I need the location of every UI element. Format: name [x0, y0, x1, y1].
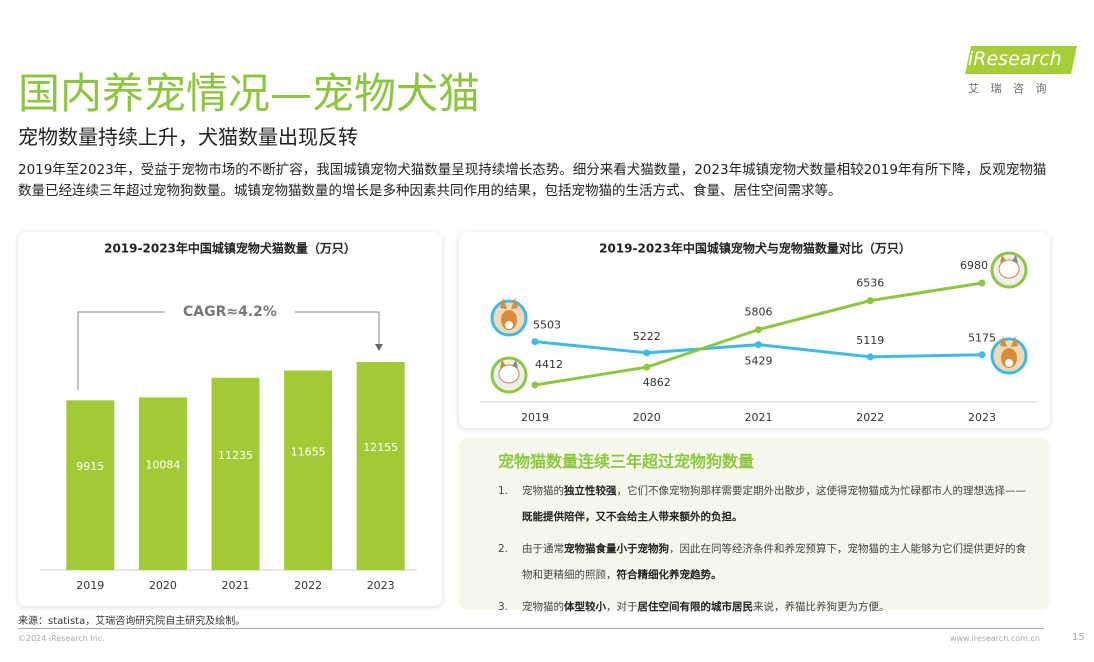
pet-icon-cat: [990, 251, 1028, 289]
value-label: 5119: [856, 334, 884, 347]
item-text: 宠物猫的体型较小，对于居住空间有限的城市居民来说，养猫比养狗更为方便。: [522, 594, 890, 620]
pet-icon-dog: [990, 336, 1028, 375]
item-marker: 1.: [498, 485, 509, 497]
point: [643, 349, 651, 357]
cagr-line: [77, 311, 165, 390]
item-bold: 体型较小: [564, 601, 606, 613]
point: [978, 279, 986, 287]
value-label: 6980: [960, 259, 988, 272]
divider: [18, 628, 1044, 629]
value-label: 10084: [145, 459, 180, 472]
subtitle: 宠物数量持续上升，犬猫数量出现反转: [18, 125, 358, 149]
point: [531, 338, 539, 346]
box-bg: [459, 438, 1050, 610]
box-list: 1. 宠物猫的独立性较强，它们不像宠物狗那样需要定期外出散步，这使得宠物猫成为忙碌…: [498, 478, 1028, 620]
item-part: 宠物猫的: [522, 601, 564, 613]
title: 国内养宠情况—宠物犬猫: [18, 69, 481, 118]
line: [534, 281, 983, 387]
item-marker: 3.: [498, 601, 509, 613]
box-item: 2. 由于通常宠物猫食量小于宠物狗，因此在同等经济条件和养宠预算下，宠物猫的主人能…: [498, 536, 1028, 588]
value-label: 4862: [643, 376, 671, 389]
item-part: ，对于: [606, 601, 638, 613]
bar: [211, 377, 260, 570]
cagr-label: CAGR≈4.2%: [183, 304, 277, 320]
value-label: 4412: [535, 358, 563, 371]
line-chart-title: 2019-2023年中国城镇宠物犬与宠物猫数量对比（万只）: [599, 241, 911, 256]
bar-chart-title: 2019-2023年中国城镇宠物犬猫数量（万只）: [104, 241, 356, 256]
point: [866, 353, 874, 361]
pet-icon-cat: [490, 356, 528, 394]
point: [531, 381, 539, 389]
url: www.iresearch.com.cn: [950, 634, 1040, 643]
box-item: 1. 宠物猫的独立性较强，它们不像宠物狗那样需要定期外出散步，这使得宠物猫成为忙碌…: [498, 478, 1028, 530]
x-tick-label: 2019: [521, 411, 549, 424]
item-marker: 2.: [498, 543, 509, 555]
x-tick-label: 2021: [745, 411, 773, 424]
item-bold: 居住空间有限的城市居民: [637, 601, 754, 613]
bar: [284, 370, 333, 570]
cagr-line: [295, 311, 380, 344]
box-item: 3. 宠物猫的体型较小，对于居住空间有限的城市居民来说，养猫比养狗更为方便。: [498, 594, 1028, 620]
x-tick-label: 2020: [633, 411, 661, 424]
x-tick-label: 2022: [294, 579, 322, 592]
logo: iResearch: [968, 48, 1062, 70]
point: [755, 341, 762, 349]
bar: [66, 400, 115, 570]
logo-cn: 艾 瑞 咨 询: [968, 82, 1051, 95]
value-label: 5429: [745, 355, 773, 368]
cagr-arrow: [375, 344, 383, 351]
item-part: 来说，养猫比养狗更为方便。: [753, 601, 890, 613]
value-label: 11235: [218, 449, 253, 462]
intro: 2019年至2023年，受益于宠物市场的不断扩容，我国城镇宠物犬猫数量呈现持续增…: [18, 162, 1047, 199]
pet-icon-dog: [490, 298, 528, 337]
point: [643, 363, 651, 371]
value-label: 11655: [291, 445, 326, 458]
x-tick-label: 2023: [367, 579, 395, 592]
value-label: 9915: [76, 460, 104, 473]
item-part: ，因此在同等经济条件和养宠预算下，宠物猫的主人能够为它们提供更好的食物和更精细的…: [522, 543, 1026, 581]
page-number: 15: [1072, 632, 1085, 643]
text-box: 宠物猫数量连续三年超过宠物狗数量 1. 宠物猫的独立性较强，它们不像宠物狗那样需要…: [498, 448, 1028, 626]
item-bold: 宠物猫食量小于宠物狗: [564, 543, 669, 555]
box-title: 宠物猫数量连续三年超过宠物狗数量: [498, 452, 755, 471]
point: [755, 326, 762, 334]
x-tick-label: 2021: [222, 579, 250, 592]
point: [866, 297, 874, 305]
x-tick-label: 2022: [856, 411, 884, 424]
point: [978, 351, 986, 359]
item-part: ，它们不像宠物狗那样需要定期外出散步，这使得宠物猫成为忙碌都市人的理想选择——: [616, 485, 1027, 497]
value-label: 5222: [633, 330, 661, 343]
source: 来源：statista，艾瑞咨询研究院自主研究及绘制。: [18, 616, 246, 627]
value-label: 6536: [856, 277, 884, 290]
value-label: 5175: [968, 332, 996, 345]
item-bold: 独立性较强: [564, 485, 617, 497]
item-bold: 既能提供陪伴，又不会给主人带来额外的负担。: [522, 511, 743, 523]
value-label: 12155: [363, 441, 398, 454]
item-part: 由于通常: [522, 543, 564, 555]
item-bold: 符合精细化养宠趋势。: [616, 569, 722, 581]
x-tick-label: 2019: [76, 579, 104, 592]
bar: [356, 362, 405, 570]
x-tick-label: 2023: [968, 411, 996, 424]
copyright: ©2024 iResearch Inc.: [18, 634, 105, 643]
bar: [138, 397, 187, 570]
item-part: 宠物猫的: [522, 485, 564, 497]
item-text: 由于通常宠物猫食量小于宠物狗，因此在同等经济条件和养宠预算下，宠物猫的主人能够为…: [522, 536, 1028, 588]
value-label: 5503: [533, 319, 561, 332]
x-tick-label: 2020: [149, 579, 177, 592]
value-label: 5806: [745, 306, 773, 319]
item-text: 宠物猫的独立性较强，它们不像宠物狗那样需要定期外出散步，这使得宠物猫成为忙碌都市…: [522, 478, 1028, 530]
